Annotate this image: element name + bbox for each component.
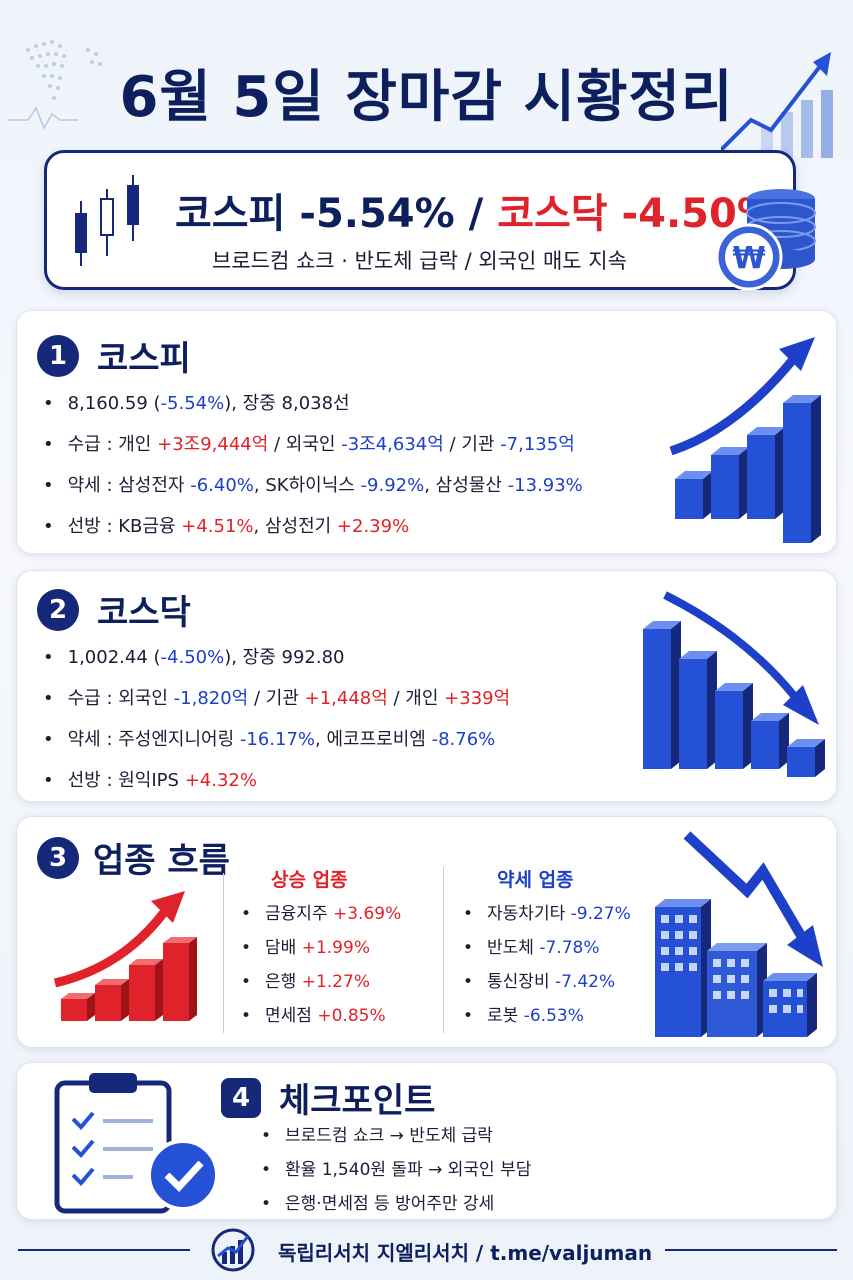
kosdaq-list: 1,002.44 (-4.50%), 장중 992.80 수급 : 외국인 -1… (43, 637, 511, 801)
list-item: 통신장비 -7.42% (463, 965, 631, 999)
won-coin-stack-icon: ₩ (715, 189, 816, 291)
section-number: 3 (37, 836, 79, 879)
summary-subtitle: 브로드컴 쇼크 · 반도체 급락 / 외국인 매도 지속 (212, 249, 627, 273)
list-item: 선방 : KB금융 +4.51%, 삼성전기 +2.39% (43, 506, 583, 547)
divider (223, 873, 224, 1033)
rising-bars-icon (669, 337, 821, 543)
section-number: 2 (37, 588, 79, 631)
list-item: 환율 1,540원 돌파 → 외국인 부담 (261, 1153, 531, 1187)
down-sector-title: 약세 업종 (497, 869, 574, 891)
list-item: 브로드컴 쇼크 → 반도체 급락 (261, 1119, 531, 1153)
checkpoint-card: 4 체크포인트 브로드컴 쇼크 → 반도체 급락 환율 1,540원 돌파 → … (16, 1062, 837, 1220)
kosdaq-header: 2 코스닥 (37, 585, 191, 634)
footer-text: 독립리서치 지엘리서치 / t.me/valjuman (278, 1241, 653, 1265)
research-logo-icon (211, 1228, 255, 1272)
list-item: 은행 +1.27% (241, 965, 401, 999)
footer-line-left (18, 1249, 190, 1251)
svg-text:₩: ₩ (732, 241, 765, 276)
up-sector-list: 금융지주 +3.69% 담배 +1.99% 은행 +1.27% 면세점 +0.8… (241, 897, 401, 1033)
list-item: 수급 : 외국인 -1,820억 / 기관 +1,448억 / 개인 +339억 (43, 678, 511, 719)
checkpoint-list: 브로드컴 쇼크 → 반도체 급락 환율 1,540원 돌파 → 외국인 부담 은… (261, 1119, 531, 1221)
list-item: 로봇 -6.53% (463, 999, 631, 1033)
kospi-list: 8,160.59 (-5.54%), 장중 8,038선 수급 : 개인 +3조… (43, 383, 583, 547)
kosdaq-title: 코스닥 (97, 593, 191, 633)
kosdaq-card: 2 코스닥 1,002.44 (-4.50%), 장중 992.80 수급 : … (16, 570, 837, 802)
kosdaq-label: 코스닥 (497, 191, 608, 237)
list-item: 면세점 +0.85% (241, 999, 401, 1033)
rising-chart-decoration (721, 52, 833, 158)
divider (443, 867, 444, 1033)
separator: / (468, 191, 484, 237)
section-number: 1 (37, 334, 79, 377)
kospi-label: 코스피 (175, 191, 286, 237)
checkpoint-title: 체크포인트 (279, 1081, 436, 1121)
buildings-falling-arrow-icon (655, 831, 823, 1037)
list-item: 약세 : 삼성전자 -6.40%, SK하이닉스 -9.92%, 삼성물산 -1… (43, 465, 583, 506)
list-item: 수급 : 개인 +3조9,444억 / 외국인 -3조4,634억 / 기관 -… (43, 424, 583, 465)
list-item: 금융지주 +3.69% (241, 897, 401, 931)
sector-header: 3 업종 흐름 (37, 833, 230, 882)
sector-title: 업종 흐름 (93, 841, 230, 881)
list-item: 1,002.44 (-4.50%), 장중 992.80 (43, 637, 510, 678)
section-number: 4 (221, 1077, 261, 1118)
footer-line-right (665, 1249, 837, 1251)
kospi-title: 코스피 (97, 339, 191, 379)
kospi-change: -5.54% (299, 191, 455, 237)
list-item: 반도체 -7.78% (463, 931, 631, 965)
candlestick-icon (75, 175, 139, 266)
falling-bars-icon (643, 591, 825, 777)
checklist-clipboard-icon (54, 1073, 219, 1214)
down-sector-list: 자동차기타 -9.27% 반도체 -7.78% 통신장비 -7.42% 로봇 -… (463, 897, 631, 1033)
list-item: 자동차기타 -9.27% (463, 897, 631, 931)
summary-box: 코스피 -5.54% / 코스닥 -4.50% 브로드컴 쇼크 · 반도체 급락… (44, 150, 816, 291)
list-item: 담배 +1.99% (241, 931, 401, 965)
list-item: 은행·면세점 등 방어주만 강세 (261, 1187, 531, 1221)
rising-red-bars-icon (53, 891, 197, 1021)
list-item: 8,160.59 (-5.54%), 장중 8,038선 (43, 383, 583, 424)
kospi-card: 1 코스피 8,160.59 (-5.54%), 장중 8,038선 수급 : … (16, 310, 837, 554)
sector-card: 3 업종 흐름 상승 업종 금융지주 +3.69% 담배 +1.99% 은행 +… (16, 816, 837, 1048)
page-title: 6월 5일 장마감 시황정리 (119, 65, 734, 130)
footer: 독립리서치 지엘리서치 / t.me/valjuman (0, 1228, 853, 1272)
summary-headline: 코스피 -5.54% / 코스닥 -4.50% (175, 181, 777, 239)
checkpoint-header: 4 체크포인트 (221, 1073, 435, 1122)
list-item: 선방 : 원익IPS +4.32% (43, 760, 510, 801)
up-sector-title: 상승 업종 (271, 869, 348, 891)
world-map-decoration (8, 40, 102, 130)
kospi-header: 1 코스피 (37, 331, 191, 380)
list-item: 약세 : 주성엔지니어링 -16.17%, 에코프로비엠 -8.76% (43, 719, 510, 760)
